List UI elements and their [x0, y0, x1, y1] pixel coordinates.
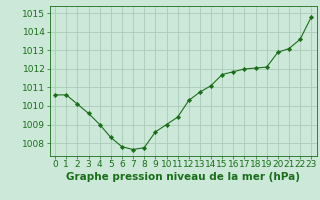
X-axis label: Graphe pression niveau de la mer (hPa): Graphe pression niveau de la mer (hPa) [66, 172, 300, 182]
